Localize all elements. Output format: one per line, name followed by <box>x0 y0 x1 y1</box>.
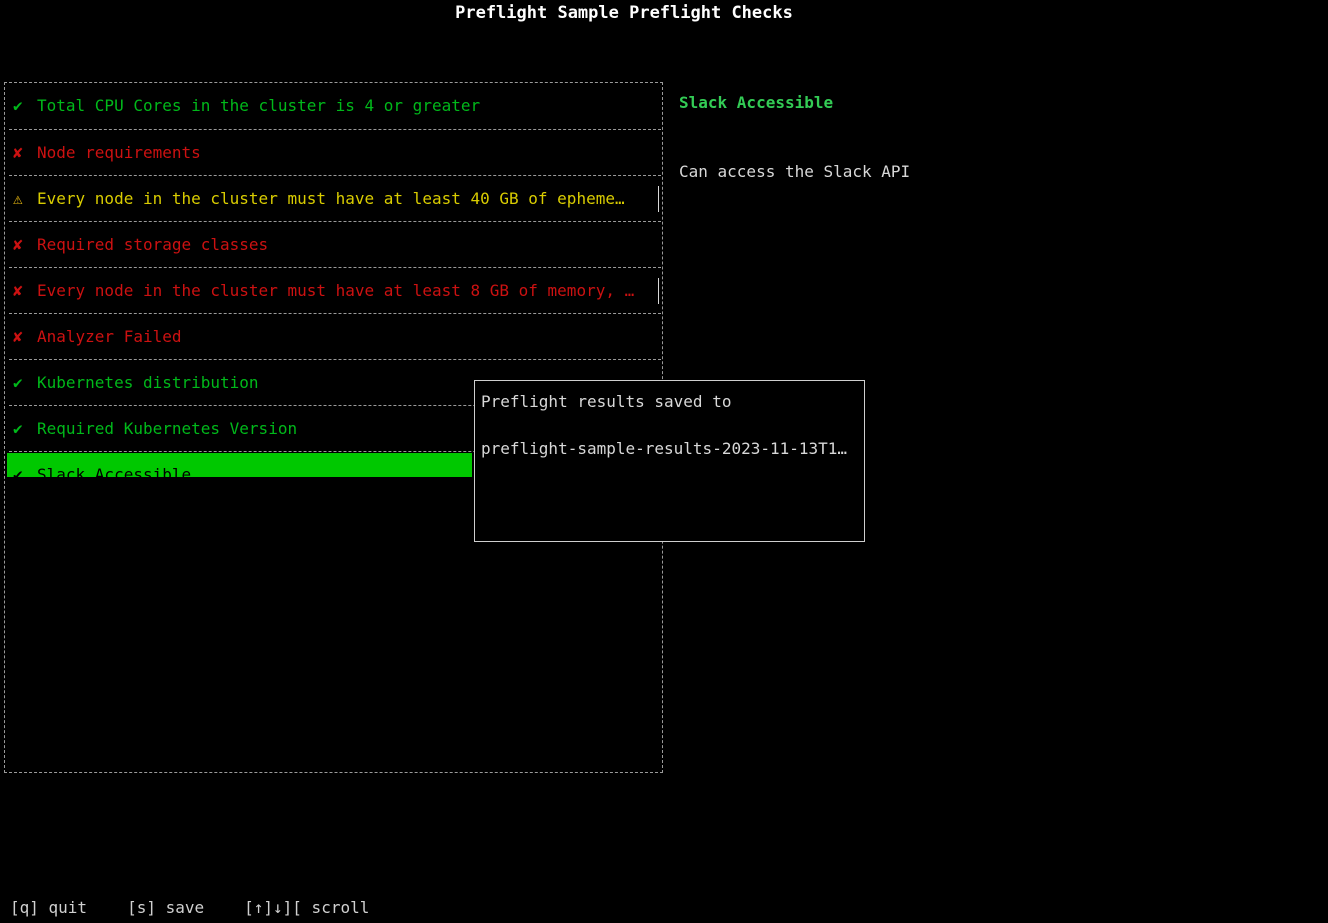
check-list-item-label: Analyzer Failed <box>37 326 182 346</box>
check-icon: ✔ <box>13 96 23 115</box>
row-overflow-marker <box>658 186 659 212</box>
check-list-item-label: Slack Accessible <box>37 464 192 484</box>
check-list-item[interactable]: ✔ Required Kubernetes Version <box>9 405 661 451</box>
row-overflow-marker <box>658 278 659 304</box>
check-list-item-label: Required storage classes <box>37 234 269 254</box>
check-list[interactable]: ✔ Total CPU Cores in the cluster is 4 or … <box>5 83 664 497</box>
check-list-item-label: Total CPU Cores in the cluster is 4 or g… <box>37 96 481 115</box>
cross-icon: ✘ <box>13 280 23 300</box>
check-list-item[interactable]: ✘ Node requirements <box>9 129 661 175</box>
selection-highlight <box>7 453 472 477</box>
check-list-item[interactable]: ✔ Kubernetes distribution <box>9 359 661 405</box>
check-list-item[interactable]: ✔ Total CPU Cores in the cluster is 4 or … <box>5 83 664 129</box>
check-list-item[interactable]: ✘ Required storage classes <box>9 221 661 267</box>
check-list-item[interactable]: ✔ Slack Accessible <box>7 451 661 497</box>
detail-body: Can access the Slack API <box>679 162 911 181</box>
check-icon: ✔ <box>13 418 23 438</box>
check-list-item-label: Every node in the cluster must have at l… <box>37 188 625 208</box>
footer-key-hint[interactable]: [s] save <box>127 898 205 917</box>
check-list-panel: ✔ Total CPU Cores in the cluster is 4 or … <box>4 82 663 773</box>
cross-icon: ✘ <box>13 142 23 162</box>
warning-triangle-icon: ⚠ <box>13 188 23 208</box>
detail-title: Slack Accessible <box>679 93 834 112</box>
check-list-item[interactable]: ✘ Every node in the cluster must have at … <box>9 267 661 313</box>
check-icon: ✔ <box>13 372 23 392</box>
check-list-item[interactable]: ⚠ Every node in the cluster must have at … <box>9 175 661 221</box>
save-results-dialog[interactable]: Preflight results saved to preflight-sam… <box>474 380 865 542</box>
check-list-item[interactable]: ✘ Analyzer Failed <box>9 313 661 359</box>
dialog-message: Preflight results saved to <box>481 392 732 411</box>
footer-keybindings: [q] quit [s] save [↑]↓][ scroll <box>10 897 409 919</box>
check-list-item-label: Required Kubernetes Version <box>37 418 298 438</box>
cross-icon: ✘ <box>13 234 23 254</box>
detail-pane: Slack Accessible Can access the Slack AP… <box>679 92 1299 183</box>
check-list-item-label: Node requirements <box>37 142 201 162</box>
footer-key-hint[interactable]: [↑]↓][ scroll <box>244 898 370 917</box>
check-list-item-label: Kubernetes distribution <box>37 372 259 392</box>
footer-key-hint[interactable]: [q] quit <box>10 898 88 917</box>
page-title: Preflight Sample Preflight Checks <box>455 3 793 23</box>
check-list-item-label: Every node in the cluster must have at l… <box>37 280 635 300</box>
cross-icon: ✘ <box>13 326 23 346</box>
check-icon: ✔ <box>13 464 23 484</box>
dialog-filename: preflight-sample-results-2023-11-13T1… <box>481 439 848 458</box>
